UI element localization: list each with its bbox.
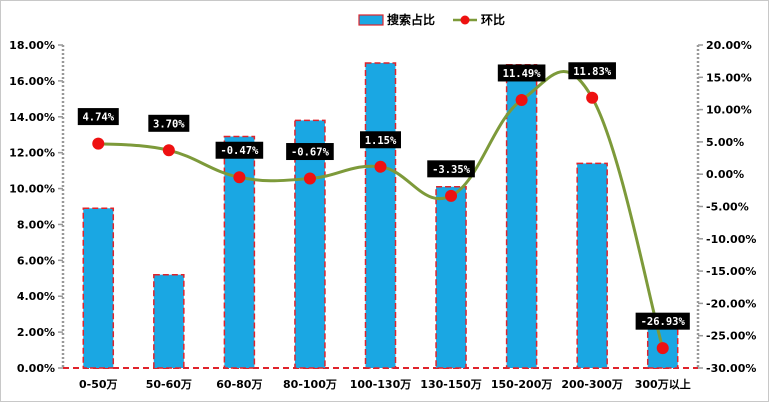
data-label-box: [635, 312, 690, 330]
right-tick-label: -20.00%: [706, 297, 756, 310]
data-label-box: [148, 114, 190, 132]
right-tick-label: -10.00%: [706, 233, 756, 246]
line-point[interactable]: [586, 91, 599, 104]
left-tick-label: 4.00%: [17, 290, 55, 303]
legend-marker-swatch: [460, 15, 470, 25]
left-tick-label: 6.00%: [17, 254, 55, 267]
left-tick-label: 2.00%: [17, 326, 55, 339]
data-label: 3.70%: [153, 118, 185, 130]
right-tick-label: 5.00%: [706, 136, 744, 149]
data-labels-group: 4.74% 3.70% -0.47% -0.67% 1.15% -3.35% 11.49% 1…: [77, 62, 690, 330]
series-line: [98, 70, 665, 349]
left-tick-label: 12.00%: [9, 147, 55, 160]
bar[interactable]: [505, 63, 538, 369]
right-tick-label: -5.00%: [706, 201, 749, 214]
data-label-box: [286, 143, 334, 161]
bar[interactable]: [153, 273, 185, 369]
legend-label-line: 环比: [481, 12, 505, 27]
line-point[interactable]: [656, 342, 669, 355]
line-point[interactable]: [92, 137, 105, 150]
bar[interactable]: [82, 207, 115, 369]
data-label-box: [360, 131, 401, 149]
right-tick-label: -15.00%: [706, 265, 756, 278]
category-label: 130-150万: [420, 378, 482, 391]
data-label: -0.47%: [220, 145, 259, 157]
data-label-box: [215, 141, 264, 159]
category-label: 50-60万: [146, 378, 192, 391]
right-tick-label: 15.00%: [706, 71, 752, 84]
axes-group: 0.00% 2.00% 4.00% 6.00% 8.00% 10.00% 12.00% 14.…: [9, 39, 756, 391]
data-label-box: [568, 62, 616, 80]
markers-group: [92, 91, 669, 355]
right-tick-label: 10.00%: [706, 104, 752, 117]
bars-group: [82, 62, 679, 369]
data-label: 11.83%: [573, 66, 612, 78]
right-tick-label: 0.00%: [706, 168, 744, 181]
bar[interactable]: [364, 62, 397, 369]
category-label: 100-130万: [350, 378, 412, 391]
data-label: 1.15%: [365, 135, 397, 147]
category-label: 150-200万: [491, 378, 553, 391]
line-group: [98, 70, 665, 349]
left-tick-label: 14.00%: [9, 111, 55, 124]
category-label: 80-100万: [283, 378, 337, 391]
data-label: 4.74%: [82, 112, 114, 124]
right-tick-label: -30.00%: [706, 362, 756, 375]
data-label: 11.49%: [503, 68, 542, 80]
line-point[interactable]: [233, 171, 246, 184]
right-tick-label: 20.00%: [706, 39, 752, 52]
line-point[interactable]: [303, 172, 316, 185]
data-label: -3.35%: [432, 164, 471, 176]
line-point[interactable]: [374, 160, 387, 173]
bar[interactable]: [294, 119, 326, 369]
left-tick-label: 18.00%: [9, 39, 55, 52]
left-tick-label: 8.00%: [17, 218, 55, 231]
line-point[interactable]: [515, 93, 528, 106]
data-label: -26.93%: [641, 316, 686, 328]
legend-label-bar: 搜索占比: [387, 12, 435, 27]
category-label: 60-80万: [216, 378, 262, 391]
left-tick-label: 16.00%: [9, 75, 55, 88]
bar[interactable]: [435, 186, 467, 369]
legend-bar-swatch: [358, 14, 384, 26]
category-label: 300万以上: [635, 377, 691, 391]
bar[interactable]: [576, 162, 608, 369]
legend[interactable]: 搜索占比 环比: [358, 12, 505, 27]
left-tick-label: 0.00%: [17, 362, 55, 375]
line-point[interactable]: [445, 189, 458, 202]
data-label-box: [427, 160, 475, 178]
data-label: -0.67%: [291, 147, 330, 159]
line-point[interactable]: [162, 144, 175, 157]
category-label: 200-300万: [561, 378, 623, 391]
data-label-box: [77, 108, 119, 126]
left-tick-label: 10.00%: [9, 183, 55, 196]
right-tick-label: -25.00%: [706, 330, 756, 343]
category-label: 0-50万: [79, 378, 118, 391]
data-label-box: [497, 64, 546, 82]
